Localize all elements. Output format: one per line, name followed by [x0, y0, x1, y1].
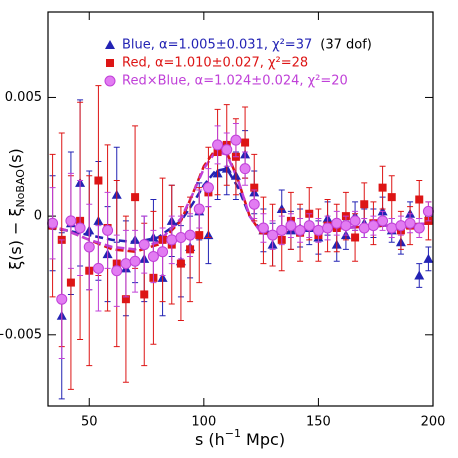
legend-label: Blue, α=1.005±0.031, χ²=37 — [122, 38, 312, 53]
marker — [395, 220, 407, 232]
model-curve — [47, 148, 434, 253]
marker — [138, 239, 150, 251]
x-label-sup: −1 — [225, 427, 241, 440]
marker — [303, 220, 315, 232]
marker — [66, 278, 75, 287]
marker — [193, 203, 205, 215]
marker — [312, 224, 324, 236]
legend-marker — [106, 59, 114, 67]
x-tick-label: 150 — [306, 415, 331, 430]
marker — [340, 220, 352, 232]
y-label-sub: NoBAO — [14, 169, 27, 208]
marker — [92, 262, 104, 274]
marker — [378, 183, 387, 192]
marker — [248, 198, 260, 210]
marker — [131, 193, 140, 202]
marker — [415, 195, 424, 204]
marker — [257, 222, 269, 234]
marker — [111, 265, 123, 277]
marker — [404, 217, 416, 229]
marker — [121, 295, 130, 304]
marker — [294, 224, 306, 236]
marker — [267, 229, 279, 241]
marker — [74, 222, 86, 234]
marker — [367, 220, 379, 232]
marker — [386, 222, 398, 234]
marker — [387, 193, 396, 202]
marker — [195, 231, 204, 240]
marker — [230, 134, 242, 146]
marker — [360, 200, 369, 209]
marker — [83, 241, 95, 253]
marker — [414, 270, 425, 280]
y-tick-label: −0.005 — [0, 327, 42, 342]
marker — [102, 224, 114, 236]
marker — [184, 229, 196, 241]
legend-marker — [105, 40, 115, 49]
marker — [239, 163, 251, 175]
marker — [140, 290, 149, 299]
legend-label: Red×Blue, α=1.024±0.024, χ²=20 — [122, 74, 348, 89]
y-axis-label: ξ(s) − ξNoBAO(s) — [6, 148, 28, 270]
marker — [147, 250, 159, 262]
marker — [358, 222, 370, 234]
y-label-main: ξ(s) − ξ — [6, 207, 25, 269]
marker — [322, 222, 334, 234]
legend-marker — [104, 75, 116, 87]
marker — [377, 215, 389, 227]
y-tick-label: 0.005 — [5, 90, 42, 105]
x-axis-label: s (h−1 Mpc) — [195, 427, 285, 449]
marker — [413, 222, 425, 234]
x-label-main: s (h — [195, 430, 225, 449]
marker — [250, 183, 259, 192]
marker — [221, 144, 233, 156]
marker — [276, 224, 288, 236]
marker — [65, 215, 77, 227]
marker — [175, 231, 187, 243]
marker — [212, 139, 224, 151]
marker — [202, 182, 214, 194]
marker — [166, 234, 178, 246]
y-label-end: (s) — [6, 148, 25, 169]
x-tick-label: 200 — [421, 415, 446, 430]
marker — [47, 217, 59, 229]
marker — [176, 259, 185, 268]
marker — [351, 233, 360, 242]
marker — [129, 255, 141, 267]
plot-frame — [47, 11, 434, 407]
legend-label: Red, α=1.010±0.027, χ²=28 — [122, 56, 308, 71]
marker — [285, 220, 297, 232]
marker — [422, 205, 434, 217]
x-tick-label: 50 — [81, 415, 98, 430]
x-tick-label: 100 — [191, 415, 216, 430]
marker — [157, 246, 169, 258]
x-label-end: Mpc) — [241, 430, 285, 449]
marker — [331, 217, 343, 229]
marker — [94, 176, 103, 185]
y-tick-label: 0 — [34, 209, 42, 224]
marker — [120, 258, 132, 270]
annotation: (37 dof) — [320, 38, 372, 53]
marker — [349, 215, 361, 227]
marker — [56, 293, 68, 305]
marker — [241, 138, 250, 147]
marker — [423, 253, 434, 263]
